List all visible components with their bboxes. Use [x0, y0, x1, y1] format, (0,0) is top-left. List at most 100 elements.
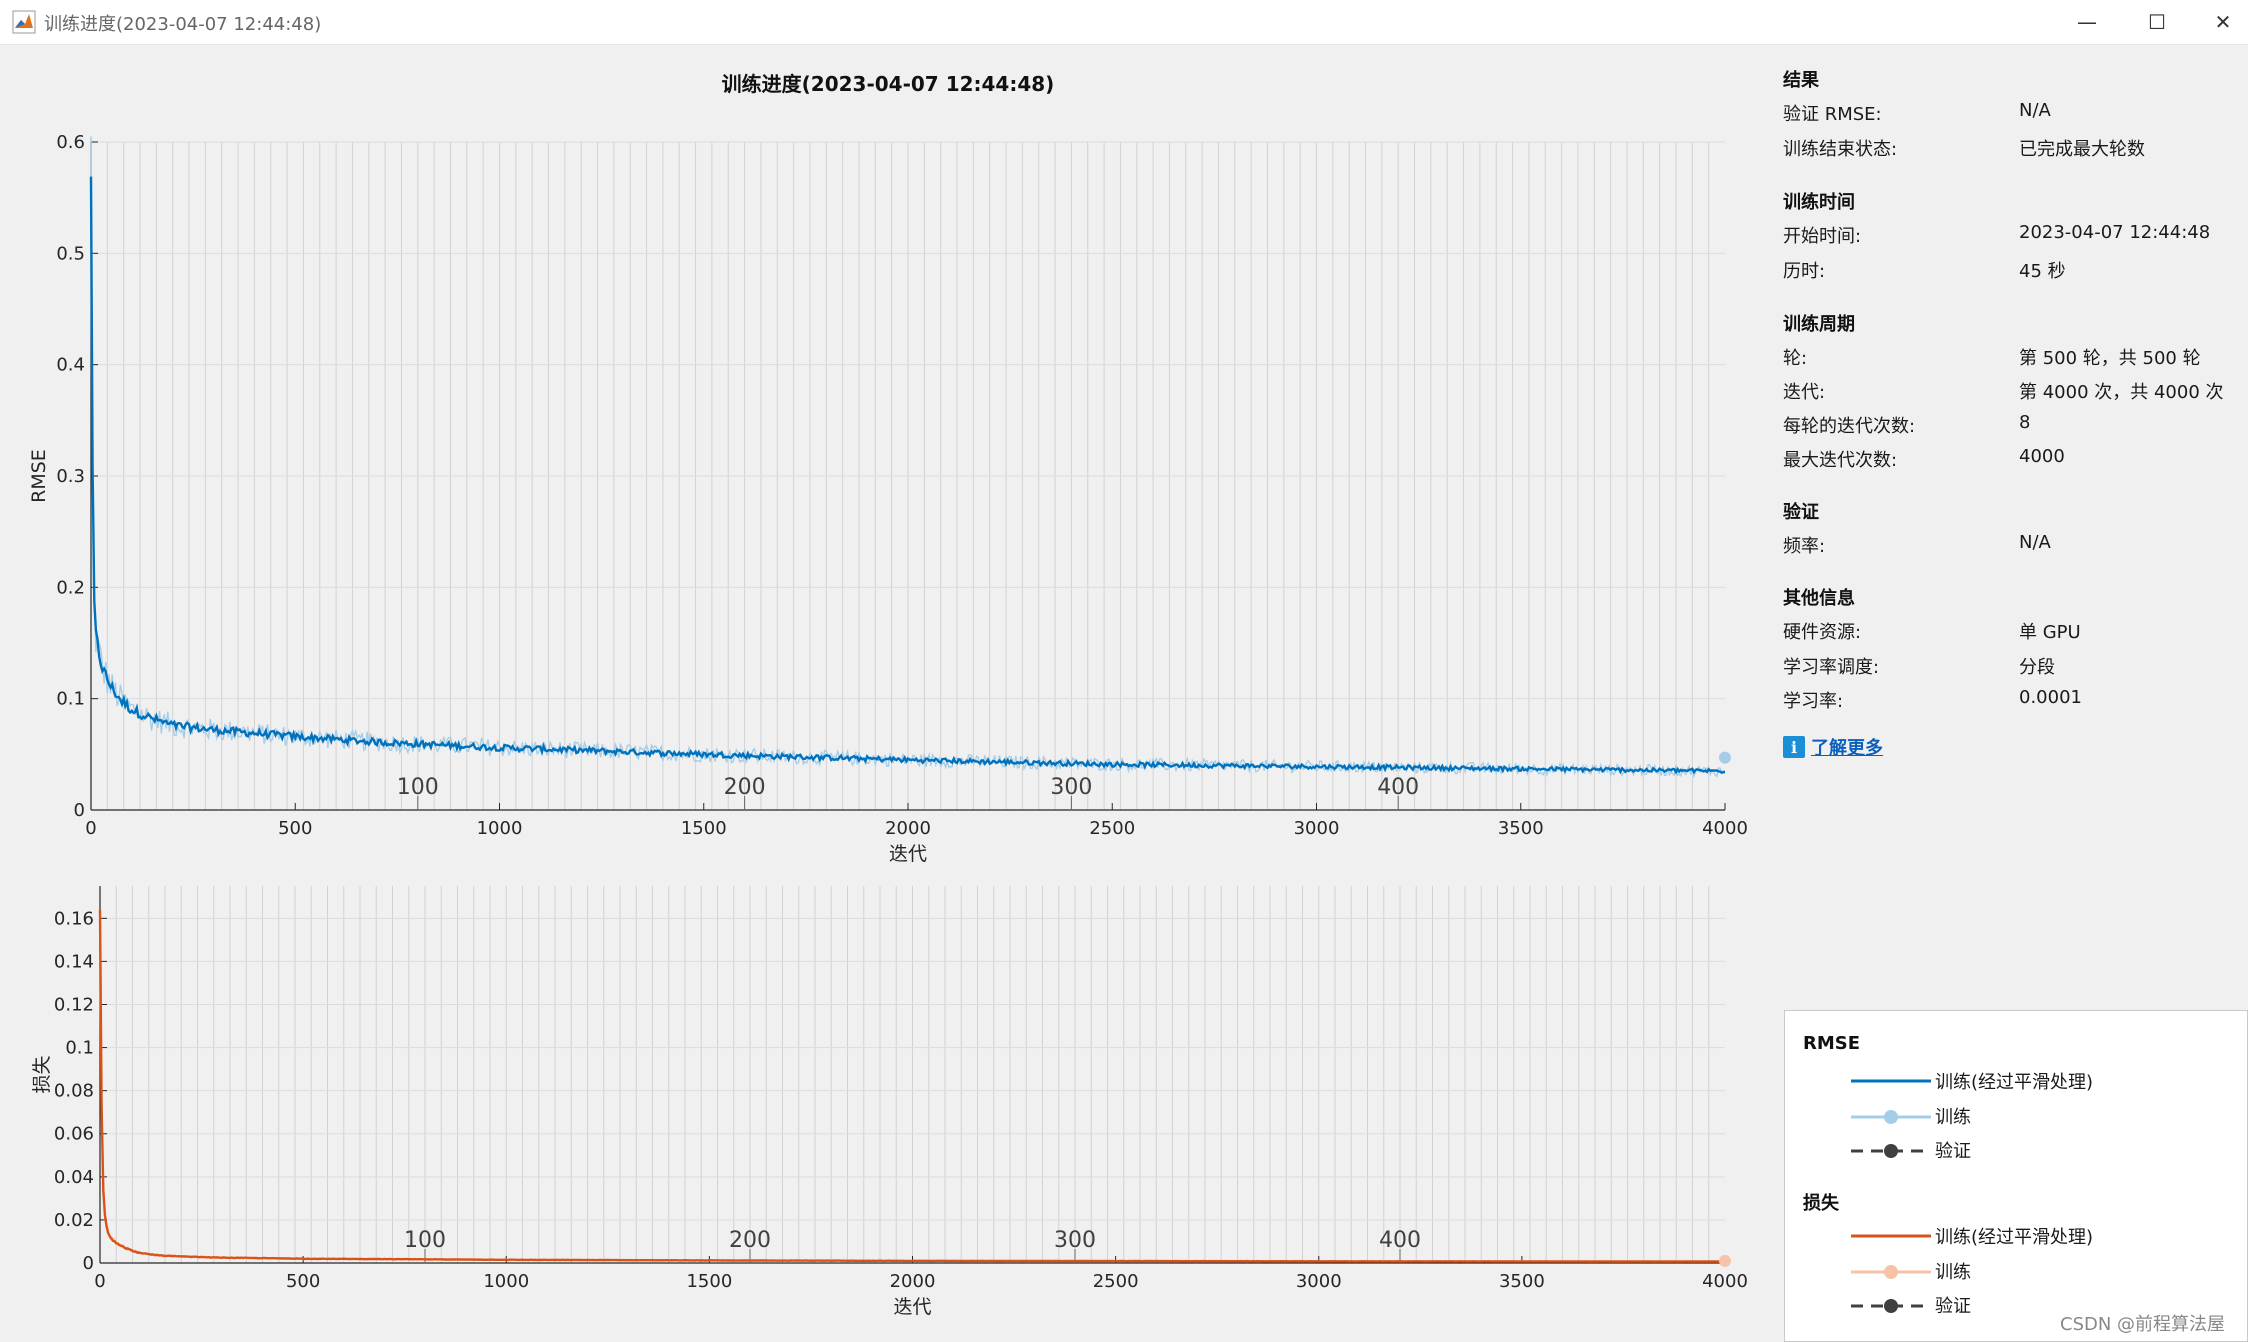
info-label: 轮: [1783, 348, 1808, 369]
hardware-resource-value: 单 GPU [2019, 622, 2081, 643]
y-tick-label: 0.6 [56, 132, 85, 153]
epoch-label: 300 [1050, 775, 1092, 800]
x-tick-label: 1000 [483, 1271, 529, 1292]
x-tick-label: 500 [278, 818, 312, 839]
section-title-results: 结果 [1783, 70, 1819, 91]
x-axis-label: 迭代 [889, 843, 927, 865]
legend-swatch-loss-training [1851, 1265, 1931, 1279]
x-tick-label: 3500 [1499, 1271, 1545, 1292]
y-tick-label: 0.4 [56, 355, 85, 376]
epoch-label: 100 [397, 775, 439, 800]
smoothed-series-line [98, 909, 1726, 1263]
window-title: 训练进度(2023-04-07 12:44:48) [44, 14, 322, 35]
info-label: 历时: [1783, 261, 1826, 282]
y-tick-label: 0.02 [54, 1210, 94, 1231]
y-tick-label: 0.06 [54, 1124, 94, 1145]
legend-swatch-rmse-training [1851, 1110, 1931, 1124]
x-tick-label: 0 [85, 818, 96, 839]
x-tick-label: 2500 [1089, 818, 1135, 839]
plots-area: 训练进度(2023-04-07 12:44:48) 0 500 1000 1500 20… [28, 72, 1748, 1318]
x-tick-label: 3000 [1296, 1271, 1342, 1292]
x-tick-label: 1500 [686, 1271, 732, 1292]
start-time-value: 2023-04-07 12:44:48 [2019, 222, 2211, 243]
legend-title-loss: 损失 [1803, 1193, 1839, 1214]
y-tick-label: 0.04 [54, 1167, 94, 1188]
epoch-label: 400 [1377, 775, 1419, 800]
learn-more-link[interactable]: 了解更多 [1811, 738, 1883, 759]
validation-rmse-value: N/A [2019, 100, 2051, 121]
epoch-label: 200 [729, 1228, 771, 1253]
watermark: CSDN @前程算法屋 [2060, 1314, 2226, 1335]
legend-swatch-loss-validation [1851, 1299, 1931, 1313]
legend-swatch-rmse-smoothed [1851, 1079, 1931, 1083]
x-axis-label: 迭代 [893, 1296, 931, 1318]
y-tick-label: 0.3 [56, 466, 85, 487]
x-tick-label: 3500 [1498, 818, 1544, 839]
learn-more-link-group[interactable]: i 了解更多 [1783, 734, 1883, 760]
x-tick-label: 0 [94, 1271, 105, 1292]
iterations-per-epoch-value: 8 [2019, 412, 2031, 433]
y-tick-label: 0.12 [54, 994, 94, 1015]
close-button[interactable]: ✕ [2190, 0, 2248, 44]
title-bar[interactable]: 训练进度(2023-04-07 12:44:48) — ☐ ✕ [0, 0, 2248, 45]
info-label: 学习率调度: [1783, 657, 1880, 678]
section-title-time: 训练时间 [1783, 192, 1855, 213]
x-tick-label: 1500 [681, 818, 727, 839]
learn-rate-value: 0.0001 [2019, 687, 2082, 708]
close-icon: ✕ [2214, 10, 2232, 34]
y-tick-label: 0.14 [54, 951, 94, 972]
legend-label: 训练(经过平滑处理) [1935, 1227, 2094, 1248]
x-tick-label: 2000 [885, 818, 931, 839]
y-axis-label: RMSE [28, 449, 50, 503]
y-tick-label: 0 [83, 1253, 94, 1274]
y-axis-label: 损失 [31, 1055, 53, 1093]
loss-chart: 0 500 1000 1500 2000 2500 3000 3500 4000 0 0.02 0.0… [31, 886, 1748, 1318]
y-tick-label: 0.5 [56, 243, 85, 264]
epoch-label: 100 [404, 1228, 446, 1253]
legend-label: 验证 [1935, 1141, 1971, 1162]
epoch-value: 第 500 轮，共 500 轮 [2019, 348, 2201, 369]
figure-title: 训练进度(2023-04-07 12:44:48) [722, 72, 1055, 96]
legend-label: 训练 [1935, 1107, 1971, 1128]
iteration-value: 第 4000 次，共 4000 次 [2019, 382, 2224, 403]
x-tick-label: 1000 [477, 818, 523, 839]
training-last-point [1719, 1254, 1731, 1267]
maximize-button[interactable]: ☐ [2124, 0, 2190, 44]
section-title-cycle: 训练周期 [1783, 314, 1855, 335]
info-icon: i [1783, 736, 1805, 758]
x-tick-label: 2000 [890, 1271, 936, 1292]
x-tick-label: 3000 [1294, 818, 1340, 839]
epoch-grid [115, 886, 1710, 1263]
y-tick-label: 0.1 [65, 1038, 94, 1059]
info-label: 训练结束状态: [1783, 139, 1898, 160]
legend-title-rmse: RMSE [1803, 1033, 1861, 1054]
info-label: 硬件资源: [1783, 622, 1862, 643]
matlab-icon [12, 10, 36, 34]
y-tick-label: 0.08 [54, 1081, 94, 1102]
legend-label: 验证 [1935, 1296, 1971, 1317]
x-tick-label: 4000 [1702, 1271, 1748, 1292]
minimize-button[interactable]: — [2054, 0, 2120, 44]
y-tick-label: 0.16 [54, 908, 94, 929]
y-tick-label: 0 [74, 800, 85, 821]
max-iterations-value: 4000 [2019, 446, 2065, 467]
info-label: 迭代: [1783, 382, 1826, 403]
info-label: 每轮的迭代次数: [1783, 416, 1916, 437]
info-label: 最大迭代次数: [1783, 450, 1898, 471]
maximize-icon: ☐ [2148, 10, 2166, 34]
epoch-label: 200 [724, 775, 766, 800]
training-last-point [1719, 751, 1731, 764]
x-tick-label: 4000 [1702, 818, 1748, 839]
legend-swatch-loss-smoothed [1851, 1234, 1931, 1238]
section-title-other: 其他信息 [1783, 588, 1855, 609]
legend-swatch-rmse-validation [1851, 1144, 1931, 1158]
epoch-label: 300 [1054, 1228, 1096, 1253]
rmse-chart: 0 500 1000 1500 2000 2500 3000 3500 4000 0 0.1 0.2 0… [28, 132, 1748, 865]
validation-frequency-value: N/A [2019, 532, 2051, 553]
elapsed-time-value: 45 秒 [2019, 261, 2066, 282]
info-label: 验证 RMSE: [1783, 104, 1882, 125]
info-label: 学习率: [1783, 691, 1844, 712]
section-title-validation: 验证 [1783, 502, 1819, 523]
legend-label: 训练 [1935, 1262, 1971, 1283]
